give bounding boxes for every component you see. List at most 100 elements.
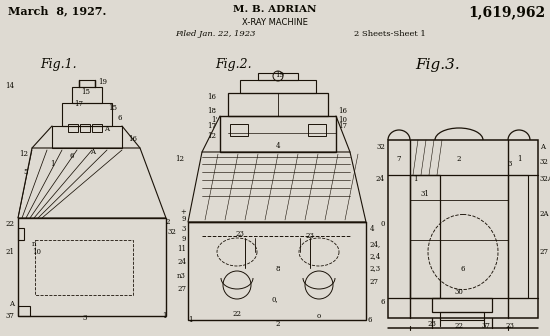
Text: o: o bbox=[317, 312, 321, 320]
Text: Fig.1.: Fig.1. bbox=[40, 58, 76, 71]
Text: A: A bbox=[104, 125, 109, 133]
Text: 23: 23 bbox=[235, 230, 244, 238]
Text: 37: 37 bbox=[482, 322, 491, 330]
Text: 37: 37 bbox=[5, 312, 14, 320]
Text: 3: 3 bbox=[182, 225, 186, 233]
Text: 18: 18 bbox=[207, 107, 216, 115]
Text: X-RAY MACHINE: X-RAY MACHINE bbox=[242, 18, 308, 27]
Text: 30: 30 bbox=[454, 288, 464, 296]
Text: 24: 24 bbox=[177, 258, 186, 266]
Text: 31: 31 bbox=[421, 190, 430, 198]
Bar bbox=[188, 222, 366, 320]
Text: 22: 22 bbox=[5, 220, 14, 228]
Bar bbox=[79, 80, 95, 87]
Bar bbox=[240, 80, 316, 93]
Bar bbox=[18, 228, 24, 240]
Text: 22: 22 bbox=[233, 310, 241, 318]
Text: 6: 6 bbox=[368, 316, 372, 324]
Bar bbox=[92, 124, 102, 132]
Bar bbox=[220, 116, 336, 152]
Text: 23: 23 bbox=[505, 322, 514, 330]
Bar bbox=[388, 140, 538, 318]
Text: 32: 32 bbox=[168, 228, 177, 236]
Text: 27: 27 bbox=[177, 285, 186, 293]
Bar bbox=[508, 175, 528, 298]
Text: 4: 4 bbox=[276, 142, 280, 150]
Text: 32: 32 bbox=[540, 158, 549, 166]
Text: 1: 1 bbox=[188, 316, 192, 324]
Text: 9: 9 bbox=[182, 235, 186, 243]
Text: 19: 19 bbox=[276, 71, 284, 79]
Text: 6: 6 bbox=[70, 152, 74, 160]
Bar bbox=[230, 124, 248, 136]
Bar bbox=[18, 306, 30, 316]
Text: 17: 17 bbox=[74, 100, 83, 108]
Bar bbox=[18, 218, 166, 316]
Text: 21: 21 bbox=[5, 248, 14, 256]
Text: 0: 0 bbox=[381, 220, 385, 228]
Text: 23: 23 bbox=[306, 232, 315, 240]
Text: n: n bbox=[32, 240, 36, 248]
Text: 8: 8 bbox=[276, 265, 280, 273]
Text: 32: 32 bbox=[376, 143, 385, 151]
Text: A: A bbox=[90, 148, 95, 156]
Text: 27: 27 bbox=[540, 248, 549, 256]
Text: March  8, 1927.: March 8, 1927. bbox=[8, 5, 106, 16]
Text: 15: 15 bbox=[81, 88, 90, 96]
Text: 6: 6 bbox=[461, 265, 465, 273]
Text: 16: 16 bbox=[207, 93, 216, 101]
Text: +: + bbox=[180, 208, 186, 216]
Text: 15: 15 bbox=[108, 104, 117, 112]
Text: 24: 24 bbox=[376, 175, 385, 183]
Text: 22: 22 bbox=[454, 322, 464, 330]
Text: 7: 7 bbox=[397, 155, 402, 163]
Text: 2: 2 bbox=[456, 155, 461, 163]
Text: A: A bbox=[540, 143, 545, 151]
Text: M. B. ADRIAN: M. B. ADRIAN bbox=[233, 5, 317, 14]
Text: 2A: 2A bbox=[540, 210, 549, 218]
Bar bbox=[52, 126, 122, 148]
Text: 2,4: 2,4 bbox=[370, 252, 381, 260]
Text: 3: 3 bbox=[83, 314, 87, 322]
Bar bbox=[62, 103, 112, 126]
Text: 16: 16 bbox=[338, 107, 347, 115]
Text: 27: 27 bbox=[370, 278, 379, 286]
Text: 1': 1' bbox=[212, 116, 218, 124]
Text: 6: 6 bbox=[118, 114, 123, 122]
Text: Fig.2.: Fig.2. bbox=[215, 58, 252, 71]
Bar bbox=[35, 240, 133, 295]
Text: 10: 10 bbox=[338, 116, 347, 124]
Text: 0,: 0, bbox=[272, 295, 278, 303]
Bar bbox=[72, 87, 102, 103]
Text: 1: 1 bbox=[162, 312, 167, 320]
Text: 23: 23 bbox=[427, 320, 437, 328]
Text: 12: 12 bbox=[175, 155, 184, 163]
Bar bbox=[228, 93, 328, 116]
Bar bbox=[258, 73, 298, 80]
Text: 10: 10 bbox=[32, 248, 41, 256]
Text: 4: 4 bbox=[370, 225, 375, 233]
Text: 12: 12 bbox=[19, 150, 28, 158]
Text: 1: 1 bbox=[517, 155, 521, 163]
Text: 1,619,962: 1,619,962 bbox=[468, 5, 545, 19]
Text: A: A bbox=[9, 300, 14, 308]
Text: 32A: 32A bbox=[540, 175, 550, 183]
Bar bbox=[432, 298, 492, 312]
Bar bbox=[410, 175, 440, 298]
Text: 17: 17 bbox=[207, 122, 216, 130]
Text: 14: 14 bbox=[5, 82, 14, 90]
Text: 1: 1 bbox=[413, 175, 417, 183]
Text: 19: 19 bbox=[98, 78, 107, 86]
Text: 2: 2 bbox=[166, 218, 170, 226]
Text: n3: n3 bbox=[177, 272, 186, 280]
Text: 3: 3 bbox=[508, 160, 513, 168]
Text: 9: 9 bbox=[182, 215, 186, 223]
Bar bbox=[68, 124, 78, 132]
Text: 1: 1 bbox=[50, 160, 54, 168]
Text: 2,3: 2,3 bbox=[370, 264, 381, 272]
Text: 2 Sheets-Sheet 1: 2 Sheets-Sheet 1 bbox=[354, 30, 426, 38]
Text: 12: 12 bbox=[207, 132, 216, 140]
Text: 16: 16 bbox=[128, 135, 137, 143]
Text: Fig.3.: Fig.3. bbox=[415, 58, 460, 72]
Text: 2: 2 bbox=[276, 320, 280, 328]
